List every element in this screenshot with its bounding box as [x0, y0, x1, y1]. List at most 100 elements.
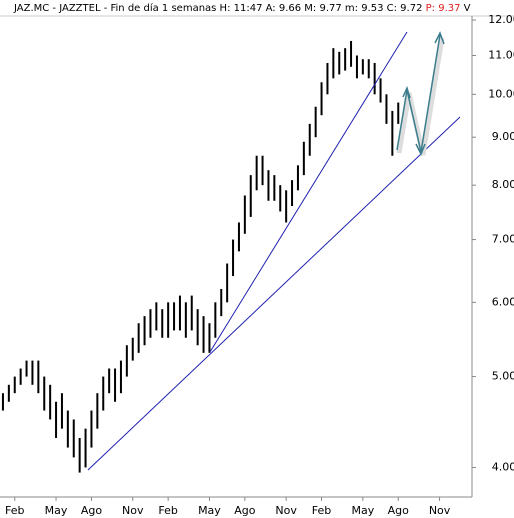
price-bar — [279, 185, 282, 212]
x-tick-label: Nov — [429, 504, 451, 517]
price-bar — [214, 302, 217, 338]
price-bar — [131, 337, 134, 361]
price-bar — [143, 316, 146, 346]
price-bar — [184, 302, 187, 338]
price-bar — [25, 360, 28, 377]
price-bar — [338, 51, 341, 75]
plot-area — [1, 40, 400, 473]
price-bar — [397, 102, 400, 124]
x-tick-label: Feb — [158, 504, 177, 517]
price-bar — [361, 59, 364, 75]
price-bar — [385, 94, 388, 124]
projection-shadow — [396, 37, 445, 156]
price-bar — [249, 175, 252, 217]
price-bar — [137, 323, 140, 353]
price-bar — [60, 393, 63, 429]
price-bar — [367, 59, 370, 79]
y-tick-label: 8.00 — [492, 178, 514, 191]
price-bar — [72, 419, 75, 458]
price-bar — [55, 401, 58, 438]
price-bar — [208, 323, 211, 353]
price-bar — [108, 368, 111, 394]
x-tick-label: Feb — [5, 504, 24, 517]
price-bar — [344, 48, 347, 71]
x-tick-label: Nov — [122, 504, 144, 517]
price-bar — [373, 62, 376, 95]
price-bar — [49, 384, 52, 420]
price-bar — [391, 110, 394, 156]
x-tick-label: May — [198, 504, 221, 517]
price-bar — [190, 295, 193, 331]
title-tail: V — [464, 3, 471, 14]
price-bar — [149, 309, 152, 338]
chart-title: JAZ.MC - JAZZTEL - Fin de día 1 semanas … — [13, 2, 422, 14]
price-bar — [202, 316, 205, 353]
x-tick-label: Feb — [312, 504, 331, 517]
arrow-head — [402, 31, 445, 156]
price-bar — [173, 302, 176, 331]
price-bar — [255, 155, 258, 191]
price-bar — [178, 295, 181, 331]
price-bar — [291, 180, 294, 207]
y-tick-label: 6.00 — [492, 295, 514, 308]
x-tick-label: May — [351, 504, 374, 517]
x-tick-label: Nov — [275, 504, 297, 517]
price-bar — [302, 141, 305, 176]
price-bar — [261, 155, 264, 186]
price-bar — [237, 222, 240, 252]
price-bar — [285, 190, 288, 223]
price-bar — [267, 170, 270, 201]
price-bar — [78, 437, 81, 473]
price-bar — [355, 55, 358, 79]
price-bar — [314, 106, 317, 138]
y-tick-label: 10.00 — [488, 87, 514, 100]
x-tick-label: Ago — [388, 504, 410, 517]
price-bar — [243, 195, 246, 234]
price-bar — [84, 428, 87, 468]
price-bar — [350, 40, 353, 67]
title-highlight: P: 9.37 — [426, 3, 461, 14]
price-bar — [114, 368, 117, 402]
price-bar — [1, 393, 4, 411]
price-bar — [196, 309, 199, 346]
price-bar — [13, 376, 16, 394]
price-bar — [232, 239, 235, 277]
y-tick-label: 11.00 — [488, 48, 514, 61]
y-tick-label: 9.00 — [492, 130, 514, 143]
price-bar — [7, 384, 10, 402]
price-bar — [102, 376, 105, 411]
price-bar — [155, 302, 158, 331]
price-bar — [326, 62, 329, 95]
trend-line — [87, 116, 461, 471]
x-tick-label: May — [45, 504, 68, 517]
price-bar — [296, 165, 299, 191]
trend-line — [209, 31, 408, 353]
price-bar — [66, 410, 69, 448]
price-bar — [125, 345, 128, 377]
price-bar — [320, 82, 323, 116]
x-tick-label: Ago — [81, 504, 103, 517]
price-bar — [43, 376, 46, 411]
price-bar — [37, 360, 40, 394]
x-tick-label: Ago — [234, 504, 256, 517]
price-bar — [308, 123, 311, 156]
price-bar — [226, 263, 229, 303]
chart-header: JAZ.MC - JAZZTEL - Fin de día 1 semanas … — [13, 2, 471, 14]
price-bar — [167, 302, 170, 338]
price-bar — [220, 288, 223, 317]
y-tick-label: 4.00 — [492, 460, 514, 473]
price-bar — [161, 309, 164, 338]
price-bar — [96, 393, 99, 429]
price-bar — [273, 175, 276, 201]
price-bar — [379, 78, 382, 103]
projection-arrow — [396, 34, 441, 153]
y-tick-label: 7.00 — [492, 233, 514, 246]
price-bar — [31, 360, 34, 385]
y-tick-label: 5.00 — [492, 370, 514, 383]
price-bar — [119, 360, 122, 394]
y-tick-label: 12.00 — [488, 13, 514, 26]
price-bar — [332, 48, 335, 79]
price-bar — [19, 368, 22, 385]
price-bar — [90, 410, 93, 448]
